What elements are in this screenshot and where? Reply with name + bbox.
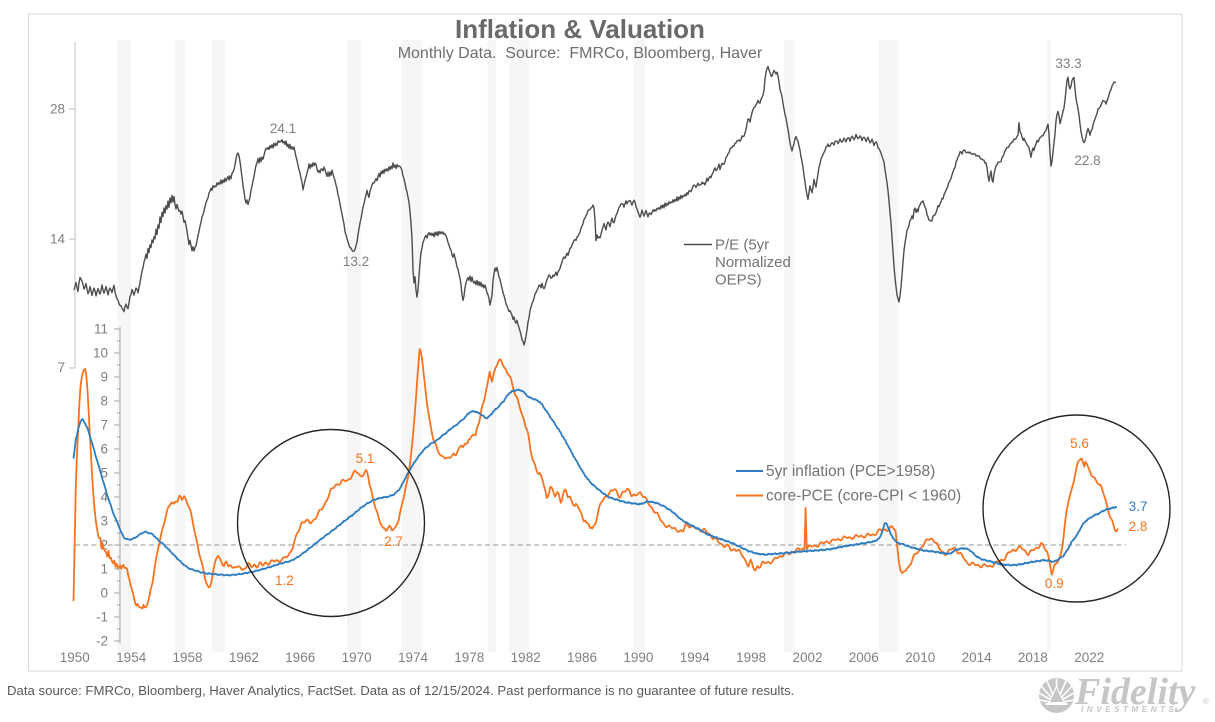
- svg-text:1954: 1954: [116, 650, 147, 665]
- svg-text:11: 11: [94, 322, 108, 337]
- svg-text:2006: 2006: [849, 650, 879, 665]
- svg-text:Monthly Data. Source: FMRCo,: Monthly Data. Source: FMRCo, Bloomberg, …: [398, 45, 763, 62]
- svg-text:28: 28: [50, 102, 65, 117]
- svg-text:-1: -1: [96, 610, 108, 625]
- svg-text:1.2: 1.2: [275, 573, 294, 588]
- svg-text:33.3: 33.3: [1055, 56, 1081, 71]
- svg-text:core-PCE (core-CPI < 1960): core-PCE (core-CPI < 1960): [766, 488, 961, 505]
- svg-text:1970: 1970: [342, 650, 372, 665]
- svg-text:0.9: 0.9: [1045, 576, 1064, 591]
- svg-text:2002: 2002: [792, 650, 822, 665]
- svg-text:24.1: 24.1: [270, 121, 296, 136]
- svg-text:2014: 2014: [962, 650, 993, 665]
- svg-text:1998: 1998: [736, 650, 766, 665]
- svg-text:3: 3: [100, 514, 108, 529]
- svg-text:14: 14: [50, 232, 66, 247]
- svg-text:22.8: 22.8: [1074, 153, 1100, 168]
- svg-text:1994: 1994: [680, 650, 711, 665]
- svg-text:1962: 1962: [229, 650, 259, 665]
- svg-text:5: 5: [100, 466, 108, 481]
- svg-text:1990: 1990: [623, 650, 653, 665]
- svg-text:Normalized: Normalized: [715, 254, 791, 271]
- svg-text:1974: 1974: [398, 650, 429, 665]
- svg-text:Data source: FMRCo, Bloomberg,: Data source: FMRCo, Bloomberg, Haver Ana…: [7, 683, 794, 698]
- svg-text:5.1: 5.1: [356, 451, 375, 466]
- svg-text:4: 4: [100, 490, 108, 505]
- svg-text:5.6: 5.6: [1070, 436, 1089, 451]
- svg-text:2.8: 2.8: [1129, 519, 1148, 534]
- svg-text:1978: 1978: [454, 650, 484, 665]
- svg-text:7: 7: [100, 418, 108, 433]
- svg-text:1: 1: [100, 562, 108, 577]
- svg-text:-2: -2: [96, 634, 108, 649]
- svg-text:Inflation & Valuation: Inflation & Valuation: [455, 14, 705, 44]
- svg-text:P/E (5yr: P/E (5yr: [715, 237, 769, 254]
- svg-text:8: 8: [100, 394, 108, 409]
- svg-text:Fidelity: Fidelity: [1074, 671, 1195, 713]
- svg-text:1950: 1950: [60, 650, 90, 665]
- svg-text:2018: 2018: [1018, 650, 1048, 665]
- svg-text:OEPS): OEPS): [715, 272, 762, 289]
- svg-text:6: 6: [100, 442, 108, 457]
- svg-text:0: 0: [100, 586, 108, 601]
- svg-text:1982: 1982: [511, 650, 541, 665]
- svg-text:13.2: 13.2: [343, 254, 369, 269]
- svg-text:1986: 1986: [567, 650, 597, 665]
- svg-text:2.7: 2.7: [384, 534, 403, 549]
- svg-text:INVESTMENTS: INVESTMENTS: [1081, 705, 1178, 714]
- svg-text:®: ®: [1203, 697, 1209, 706]
- svg-text:9: 9: [100, 370, 108, 385]
- svg-text:2022: 2022: [1074, 650, 1104, 665]
- svg-text:1958: 1958: [172, 650, 202, 665]
- svg-text:1966: 1966: [285, 650, 315, 665]
- svg-text:3.7: 3.7: [1129, 499, 1148, 514]
- svg-text:10: 10: [93, 346, 108, 361]
- svg-text:7: 7: [57, 360, 65, 375]
- svg-text:2010: 2010: [905, 650, 935, 665]
- svg-text:5yr inflation (PCE>1958): 5yr inflation (PCE>1958): [766, 463, 935, 480]
